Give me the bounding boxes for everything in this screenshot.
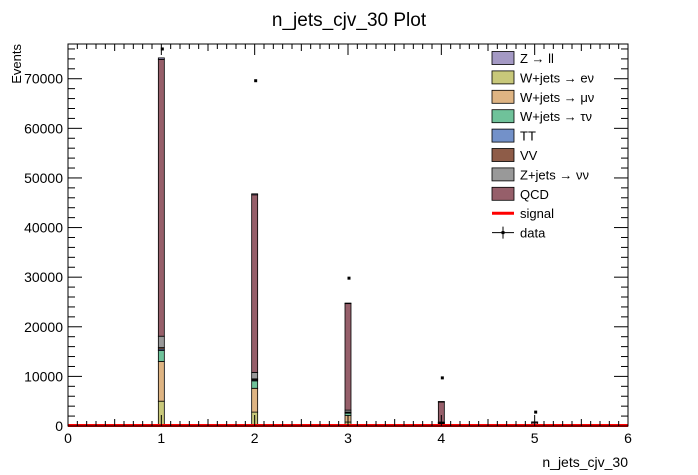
bar-z-ll-bin-1	[157, 57, 165, 60]
legend-item-z-ll: Z → ll	[491, 51, 554, 66]
data-point-bin-1	[160, 47, 164, 51]
bar-qcd-bin-1	[157, 58, 165, 337]
x-axis-label: n_jets_cjv_30	[542, 454, 628, 470]
data-point-bin-2	[254, 79, 258, 83]
y-tick-label: 10000	[24, 368, 63, 384]
legend-label-w-jets: W+jets → μν	[520, 90, 594, 105]
x-tick-label: 4	[437, 430, 445, 446]
legend-item-data: data	[492, 226, 546, 241]
bar-w-jets-bin-2	[251, 380, 259, 389]
legend-item-signal: signal	[492, 206, 554, 221]
axes-ticks: 0 1 2 3 4 5 6 0 10000 20000 30000 40000 50000 60000 70…	[24, 44, 632, 446]
data-point-bin-5	[534, 410, 538, 414]
y-tick-label: 20000	[24, 319, 63, 335]
legend-swatch-tt	[491, 128, 515, 143]
legend-label-w-jets-e: W+jets → eν	[520, 70, 594, 85]
bar-z-ll-bin-2	[251, 193, 259, 196]
legend-item-tt: TT	[491, 128, 536, 144]
data-point-bin-3	[347, 276, 351, 280]
x-tick-label: 6	[624, 430, 632, 446]
legend-swatch-vv	[491, 148, 515, 162]
bar-qcd-bin-2	[251, 194, 259, 373]
y-tick-label: 30000	[24, 269, 63, 285]
y-tick-label: 70000	[24, 71, 63, 87]
legend-swatch-qcd	[491, 186, 515, 201]
legend-item-z-jets: Z+jets → νν	[491, 167, 589, 182]
legend-label-qcd: QCD	[520, 187, 549, 202]
legend-label-z-ll: Z → ll	[520, 51, 554, 66]
bar-w-jets-bin-1	[157, 361, 165, 402]
data-point-bin-4	[440, 376, 444, 380]
legend-item-vv: VV	[491, 148, 538, 163]
y-tick-label: 40000	[24, 220, 63, 236]
legend-label-vv: VV	[520, 148, 538, 163]
legend-swatch-w-jets-e	[491, 70, 515, 85]
legend-swatch-w-jets	[491, 89, 515, 104]
legend-item-w-jets-e: W+jets → eν	[491, 70, 594, 85]
legend-label-w-jets: W+jets → τν	[520, 109, 592, 124]
legend-swatch-z-jets	[491, 167, 515, 182]
legend-label-data: data	[520, 226, 546, 241]
legend-item-w-jets: W+jets → μν	[491, 89, 594, 105]
x-tick-label: 1	[157, 430, 165, 446]
bar-w-jets-bin-2	[251, 387, 259, 413]
legend-label-tt: TT	[520, 129, 536, 144]
bar-z-ll-bin-4	[437, 401, 445, 403]
y-tick-label: 50000	[24, 170, 63, 186]
bar-z-jets-bin-1	[157, 335, 165, 349]
x-tick-label: 5	[531, 430, 539, 446]
bar-qcd-bin-3	[344, 303, 352, 411]
legend-label-z-jets: Z+jets → νν	[520, 167, 589, 182]
y-axis-label: Events	[9, 44, 24, 84]
x-tick-label: 3	[344, 430, 352, 446]
legend-label-signal: signal	[520, 206, 554, 221]
legend-item-w-jets: W+jets → τν	[491, 109, 592, 124]
bar-w-jets-bin-1	[157, 350, 165, 362]
chart-title: n_jets_cjv_30 Plot	[272, 10, 427, 31]
y-tick-label: 60000	[24, 120, 63, 136]
bar-z-ll-bin-3	[344, 302, 352, 305]
x-tick-label: 2	[251, 430, 259, 446]
legend-swatch-w-jets	[491, 109, 515, 124]
legend-marker-dot	[501, 231, 505, 235]
legend-swatch-z-ll	[491, 51, 515, 65]
legend-item-qcd: QCD	[491, 186, 549, 202]
x-tick-label: 0	[64, 430, 72, 446]
data-points	[160, 47, 538, 414]
bar-z-jets-bin-2	[251, 372, 259, 380]
legend: Z → ll W+jets → eν W+jets → μν W+jets → τν T…	[491, 51, 594, 241]
y-tick-label: 0	[55, 418, 63, 434]
